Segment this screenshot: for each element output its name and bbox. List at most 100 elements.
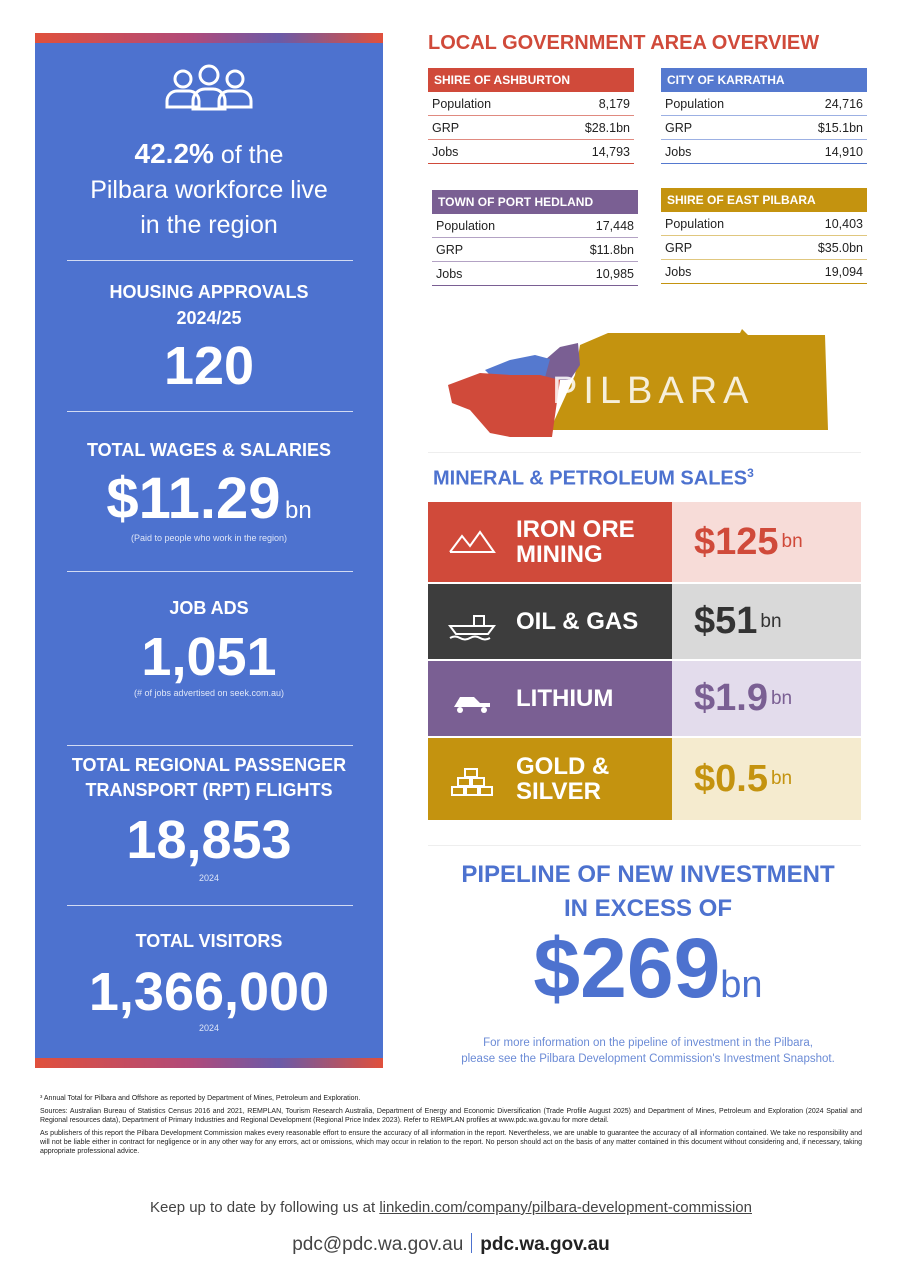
divider	[67, 260, 353, 261]
pipeline-stat: $269bn	[418, 920, 878, 1017]
sales-name: LITHIUM	[516, 685, 614, 712]
visitors-value: 1,366,000	[88, 962, 330, 1022]
workforce-text: of the	[220, 141, 284, 169]
linkedin-link[interactable]: linkedin.com/company/pilbara-development…	[379, 1199, 752, 1216]
job-ads-note: (# of jobs advertised on seek.com.au)	[133, 688, 285, 698]
sales-value-cell: $1.9 bn	[672, 661, 861, 736]
separator	[428, 845, 861, 846]
lga-row: Jobs 14,793	[428, 140, 634, 164]
sales-row: GOLD & SILVER $0.5 bn	[428, 738, 861, 820]
lga-label: Population	[436, 219, 496, 233]
lga-row: Population 10,403	[661, 212, 867, 236]
housing-label: HOUSING APPROVALS	[109, 282, 309, 302]
lga-row: GRP $11.8bn	[432, 238, 638, 262]
lga-label: Population	[665, 217, 725, 231]
lga-label: GRP	[665, 121, 693, 135]
lga-value: 10,985	[595, 267, 634, 281]
truck-icon	[454, 696, 490, 713]
lga-row: GRP $15.1bn	[661, 116, 867, 140]
lga-value: $28.1bn	[584, 121, 630, 135]
lga-row: GRP $35.0bn	[661, 236, 867, 260]
sales-value-cell: $0.5 bn	[672, 738, 861, 820]
flights-label: TRANSPORT (RPT) FLIGHTS	[85, 780, 333, 800]
pipeline-title-line: PIPELINE OF NEW INVESTMENT	[461, 861, 835, 888]
website[interactable]: pdc.wa.gov.au	[480, 1234, 610, 1255]
footnote: Sources: Australian Bureau of Statistics…	[40, 1108, 862, 1124]
map-label: PILBARA	[552, 370, 755, 412]
sales-name: GOLD & SILVER	[516, 753, 610, 805]
divider	[67, 905, 353, 906]
lga-name: TOWN OF PORT HEDLAND	[432, 190, 638, 214]
lga-table: SHIRE OF EAST PILBARA Population 10,403 G…	[661, 188, 867, 284]
wages-stat: $11.29 bn	[35, 469, 383, 529]
pipeline-note-line: please see the Pilbara Development Commi…	[461, 1053, 835, 1065]
sales-name: IRON ORE MINING	[516, 516, 635, 568]
lga-row: Population 8,179	[428, 92, 634, 116]
lga-value: 14,910	[824, 145, 863, 159]
sales-unit: bn	[770, 768, 793, 789]
people-icon	[165, 64, 253, 111]
sales-label-cell: GOLD & SILVER	[428, 738, 672, 820]
lga-label: Jobs	[432, 145, 459, 159]
lga-value: $35.0bn	[817, 241, 863, 255]
sales-unit: bn	[770, 687, 793, 709]
lga-label: GRP	[436, 243, 464, 257]
lga-row: Population 17,448	[432, 214, 638, 238]
flights-value: 18,853	[126, 810, 292, 870]
sales-label-cell: IRON ORE MINING	[428, 502, 672, 582]
sales-row: IRON ORE MINING $125 bn	[428, 502, 861, 582]
lga-label: Jobs	[436, 267, 463, 281]
lga-table: SHIRE OF ASHBURTON Population 8,179 GRP $2…	[428, 68, 634, 164]
footnote: ³ Annual Total for Pilbara and Offshore …	[40, 1095, 361, 1102]
lga-row: Jobs 14,910	[661, 140, 867, 164]
separator	[428, 452, 861, 453]
sales-label-cell: OIL & GAS	[428, 584, 672, 659]
sales-value: $0.5	[694, 757, 768, 800]
pipeline-note-line: For more information on the pipeline of …	[483, 1037, 813, 1049]
lga-value: $15.1bn	[817, 121, 863, 135]
sales-name: OIL & GAS	[516, 608, 639, 635]
lga-value: 10,403	[824, 217, 863, 231]
footnote: As publishers of this report the Pilbara…	[40, 1130, 862, 1155]
stats-panel: 42.2% of the Pilbara workforce live in t…	[35, 33, 383, 1068]
email[interactable]: pdc@pdc.wa.gov.au	[292, 1234, 464, 1255]
workforce-stat: 42.2% of the Pilbara workforce live in t…	[35, 136, 383, 243]
lga-name: SHIRE OF EAST PILBARA	[661, 188, 867, 212]
lga-value: 14,793	[591, 145, 630, 159]
pipeline-title-line: IN EXCESS OF	[563, 895, 733, 922]
sales-value-cell: $125 bn	[672, 502, 861, 582]
footnote-mark: 3	[747, 466, 754, 480]
lga-row: Jobs 19,094	[661, 260, 867, 284]
sales-unit: bn	[760, 610, 782, 632]
wages-label: TOTAL WAGES & SALARIES	[86, 440, 332, 460]
lga-label: GRP	[432, 121, 460, 135]
workforce-text: Pilbara workforce live	[90, 176, 328, 204]
workforce-line: 42.2% of the	[35, 136, 383, 173]
lga-name: SHIRE OF ASHBURTON	[428, 68, 634, 92]
workforce-text: in the region	[140, 211, 278, 239]
wages-note: (Paid to people who work in the region)	[130, 533, 288, 543]
divider	[67, 411, 353, 412]
lga-title: LOCAL GOVERNMENT AREA OVERVIEW	[428, 32, 820, 54]
ship-icon	[448, 614, 496, 640]
job-ads-label: JOB ADS	[169, 598, 249, 618]
workforce-value: 42.2%	[134, 138, 214, 169]
lga-value: 19,094	[824, 265, 863, 279]
lga-label: Population	[665, 97, 725, 111]
flights-note: 2024	[198, 873, 220, 883]
sales-unit: bn	[781, 531, 803, 552]
pipeline-value: $269	[533, 921, 721, 1015]
mountain-icon	[449, 530, 496, 553]
lga-value: $11.8bn	[589, 243, 634, 257]
sales-value: $1.9	[694, 677, 768, 719]
housing-label: 2024/25	[176, 308, 242, 328]
footnotes: ³ Annual Total for Pilbara and Offshore …	[40, 1094, 862, 1160]
lga-row: Population 24,716	[661, 92, 867, 116]
sales-value: $125	[694, 520, 779, 563]
lga-label: GRP	[665, 241, 693, 255]
sales-title: MINERAL & PETROLEUM SALES3	[433, 466, 754, 491]
lga-table: CITY OF KARRATHA Population 24,716 GRP $15…	[661, 68, 867, 164]
lga-table: TOWN OF PORT HEDLAND Population 17,448 GR…	[432, 190, 638, 286]
housing-value: 120	[163, 336, 255, 396]
